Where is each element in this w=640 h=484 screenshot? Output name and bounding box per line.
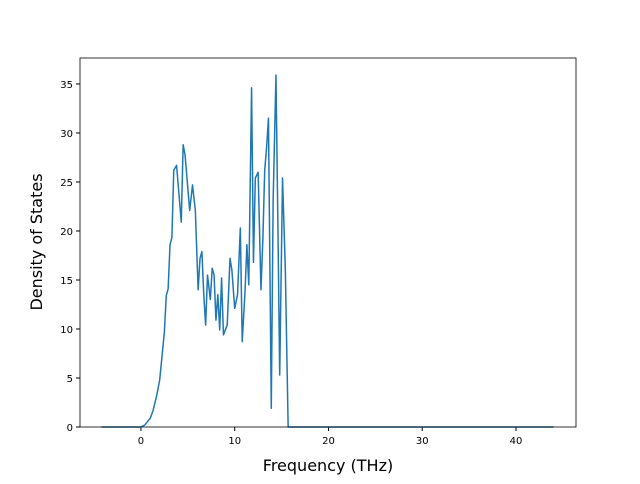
x-tick-label: 30	[416, 436, 429, 447]
data-line	[101, 74, 554, 428]
y-tick-label: 15	[60, 276, 73, 287]
plot-frame	[79, 57, 577, 428]
x-tick-label: 10	[228, 436, 241, 447]
y-tick-label: 5	[67, 374, 73, 385]
y-tick-label: 30	[60, 129, 73, 140]
x-axis-label: Frequency (THz)	[263, 456, 393, 475]
y-tick-label: 25	[60, 178, 73, 189]
y-axis-label: Density of States	[27, 173, 46, 310]
y-tick-label: 0	[67, 423, 73, 434]
x-tick-label: 20	[322, 436, 335, 447]
x-tick-label: 0	[138, 436, 144, 447]
y-tick-label: 35	[60, 80, 73, 91]
y-tick-label: 20	[60, 227, 73, 238]
x-tick-label: 40	[510, 436, 523, 447]
y-tick-label: 10	[60, 325, 73, 336]
